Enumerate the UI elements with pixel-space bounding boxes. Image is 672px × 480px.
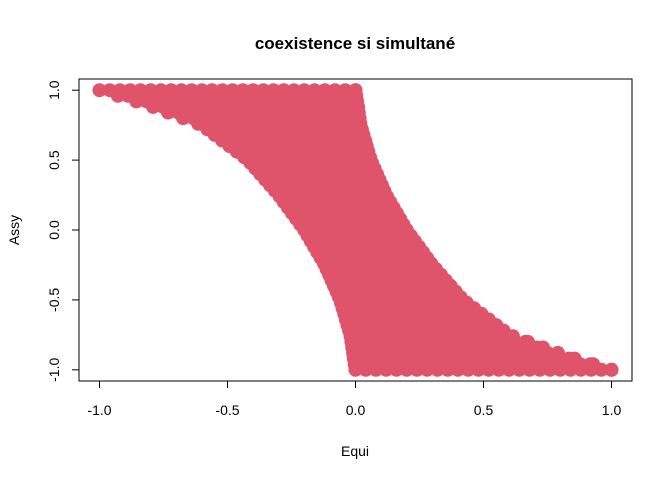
data-point xyxy=(246,83,261,98)
data-point xyxy=(123,83,138,98)
data-point xyxy=(586,357,601,372)
x-tick-label: 0.0 xyxy=(346,402,366,418)
data-point xyxy=(133,83,148,98)
data-point xyxy=(266,83,281,98)
x-tick-label: -1.0 xyxy=(87,402,111,418)
data-point xyxy=(102,83,117,98)
data-point xyxy=(256,83,271,98)
data-point xyxy=(235,83,250,98)
y-tick-label: -1.0 xyxy=(46,358,62,382)
data-point xyxy=(92,83,107,98)
data-point xyxy=(307,83,322,98)
x-tick-label: 1.0 xyxy=(602,402,622,418)
y-tick-label: -0.5 xyxy=(46,288,62,312)
data-point xyxy=(535,340,550,355)
x-axis: -1.0 -0.5 0.0 0.5 1.0 xyxy=(87,380,622,418)
data-point xyxy=(520,334,535,349)
data-point xyxy=(225,83,240,98)
data-point xyxy=(184,83,199,98)
data-point xyxy=(205,83,220,98)
chart-title: coexistence si simultané xyxy=(255,34,455,53)
data-point xyxy=(164,83,179,98)
x-tick-label: -0.5 xyxy=(215,402,239,418)
y-tick-label: 0.0 xyxy=(46,220,62,240)
data-point xyxy=(604,362,619,377)
x-tick-label: 0.5 xyxy=(474,402,494,418)
y-tick-label: 0.5 xyxy=(46,150,62,170)
data-point xyxy=(153,83,168,98)
data-point xyxy=(567,351,582,366)
data-point xyxy=(112,83,127,98)
y-axis: -1.0 -0.5 0.0 0.5 1.0 xyxy=(46,80,80,382)
data-point xyxy=(317,83,332,98)
data-point xyxy=(276,83,291,98)
data-point xyxy=(215,83,230,98)
data-point xyxy=(550,346,565,361)
data-points xyxy=(92,83,619,377)
data-point xyxy=(328,83,343,98)
y-tick-label: 1.0 xyxy=(46,80,62,100)
data-point xyxy=(297,83,312,98)
data-point xyxy=(194,83,209,98)
data-point xyxy=(143,83,158,98)
data-point xyxy=(348,83,363,98)
y-axis-label: Assy xyxy=(6,215,22,245)
data-point xyxy=(338,83,353,98)
x-axis-label: Equi xyxy=(341,443,369,459)
data-point xyxy=(287,83,302,98)
data-point xyxy=(174,83,189,98)
